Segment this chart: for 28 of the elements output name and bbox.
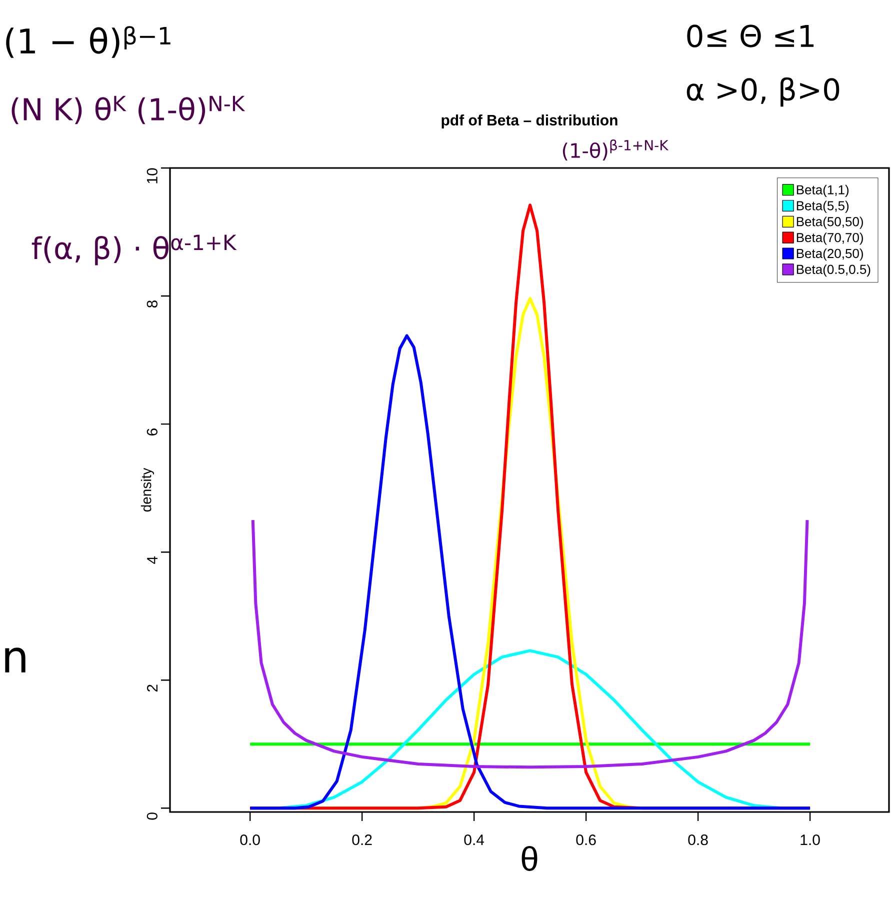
legend-label: Beta(0.5,0.5) bbox=[796, 264, 870, 277]
text: (1 − θ)$^{β−1}$ bbox=[6, 26, 170, 58]
text: α >0, β>0 bbox=[686, 77, 840, 107]
x-tick-label: 0.4 bbox=[464, 834, 484, 846]
legend-label: Beta(20,50) bbox=[796, 248, 863, 261]
y-tick-label: 6 bbox=[146, 428, 158, 436]
x-axis-title: θ bbox=[522, 846, 538, 871]
x-tick-label: 0.0 bbox=[240, 834, 260, 846]
x-tick-label: 1.0 bbox=[800, 834, 820, 846]
legend-label: Beta(1,1) bbox=[796, 184, 849, 197]
y-tick-label: 2 bbox=[146, 684, 158, 692]
text: (N K) θ$^{K}$ (1-θ)$^{N-K}$ bbox=[12, 96, 246, 124]
y-axis-title: density bbox=[140, 468, 154, 512]
x-tick-label: 0.6 bbox=[576, 834, 596, 846]
y-tick-label: 4 bbox=[147, 556, 158, 564]
y-tick-label: 0 bbox=[146, 812, 158, 820]
x-tick-label: 0.2 bbox=[352, 834, 372, 846]
legend-label: Beta(50,50) bbox=[796, 216, 863, 229]
legend-label: Beta(70,70) bbox=[796, 232, 863, 245]
legend-label: Beta(5,5) bbox=[796, 200, 849, 213]
text: (1-θ)$^{β-1+N-K}$ bbox=[562, 140, 669, 160]
text: 0≤ Θ ≤1 bbox=[687, 24, 814, 48]
x-tick-label: 0.8 bbox=[688, 834, 708, 846]
chart-title: pdf of Beta – distribution bbox=[442, 114, 618, 128]
annotation: f(α, β) · θ$^{α-1+K}$ bbox=[32, 234, 237, 266]
y-tick-label: 8 bbox=[146, 300, 158, 308]
text: n bbox=[5, 648, 26, 672]
y-tick-label: 10 bbox=[146, 168, 158, 184]
